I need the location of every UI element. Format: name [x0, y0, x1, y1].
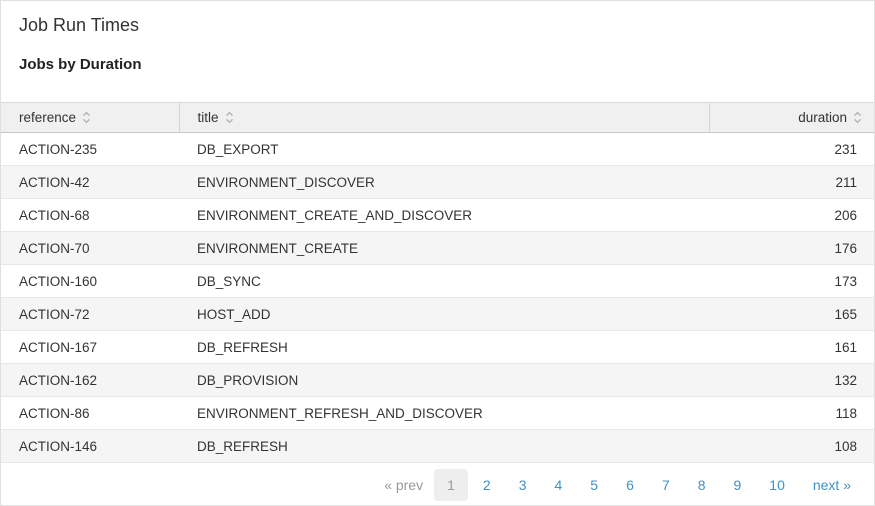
widget-subtitle: Jobs by Duration	[19, 56, 142, 73]
table-row: ACTION-68 ENVIRONMENT_CREATE_AND_DISCOVE…	[1, 198, 874, 232]
pagination-page-9[interactable]: 9	[733, 477, 742, 493]
cell-duration: 108	[709, 429, 874, 463]
pagination-page-8[interactable]: 8	[697, 477, 706, 493]
pagination-page-6[interactable]: 6	[626, 477, 634, 493]
table-row: ACTION-162 DB_PROVISION 132	[1, 363, 874, 397]
pagination-page-10[interactable]: 10	[769, 477, 785, 493]
column-header-duration[interactable]: duration	[708, 102, 874, 133]
sort-arrows-icon	[83, 111, 91, 124]
cell-duration: 206	[709, 198, 874, 232]
cell-duration: 176	[709, 231, 874, 265]
cell-reference: ACTION-70	[1, 231, 179, 265]
pagination-page-4[interactable]: 4	[554, 477, 563, 493]
table-header-row: reference title duration	[1, 102, 874, 133]
table-row: ACTION-235 DB_EXPORT 231	[1, 132, 874, 166]
pagination-page-3[interactable]: 3	[518, 477, 527, 493]
column-header-title[interactable]: title	[178, 102, 709, 133]
cell-duration: 231	[709, 132, 874, 166]
cell-reference: ACTION-72	[1, 297, 179, 331]
table-row: ACTION-86 ENVIRONMENT_REFRESH_AND_DISCOV…	[1, 396, 874, 430]
pagination-prev-button[interactable]: « prev	[384, 477, 424, 493]
cell-title: HOST_ADD	[179, 297, 709, 331]
table-row: ACTION-42 ENVIRONMENT_DISCOVER 211	[1, 165, 874, 199]
pagination-next-button[interactable]: next »	[812, 477, 851, 493]
cell-duration: 173	[709, 264, 874, 298]
cell-title: DB_REFRESH	[179, 330, 709, 364]
cell-reference: ACTION-167	[1, 330, 179, 364]
cell-reference: ACTION-146	[1, 429, 179, 463]
cell-title: DB_PROVISION	[179, 363, 709, 397]
column-header-duration-label: duration	[798, 110, 847, 125]
column-header-reference[interactable]: reference	[1, 102, 179, 133]
cell-duration: 118	[709, 396, 874, 430]
cell-reference: ACTION-235	[1, 132, 179, 166]
cell-title: DB_REFRESH	[179, 429, 709, 463]
jobs-table: reference title duration ACTION-235 DB_E…	[1, 102, 874, 463]
cell-reference: ACTION-68	[1, 198, 179, 232]
table-row: ACTION-72 HOST_ADD 165	[1, 297, 874, 331]
pagination: « prev 1 2 3 4 5 6 7 8 9 10 next »	[1, 463, 874, 505]
pagination-page-1[interactable]: 1	[434, 469, 468, 501]
cell-title: DB_SYNC	[179, 264, 709, 298]
cell-duration: 132	[709, 363, 874, 397]
cell-reference: ACTION-160	[1, 264, 179, 298]
table-row: ACTION-146 DB_REFRESH 108	[1, 429, 874, 463]
table-row: ACTION-167 DB_REFRESH 161	[1, 330, 874, 364]
sort-arrows-icon	[225, 111, 233, 124]
cell-title: ENVIRONMENT_CREATE_AND_DISCOVER	[179, 198, 709, 232]
column-header-title-label: title	[197, 110, 219, 125]
page-title: Job Run Times	[19, 15, 140, 35]
cell-reference: ACTION-42	[1, 165, 179, 199]
pagination-page-2[interactable]: 2	[482, 477, 491, 493]
cell-title: DB_EXPORT	[179, 132, 709, 166]
pagination-page-7[interactable]: 7	[661, 477, 670, 493]
cell-reference: ACTION-162	[1, 363, 179, 397]
cell-duration: 165	[709, 297, 874, 331]
sort-arrows-icon	[854, 111, 861, 124]
table-row: ACTION-160 DB_SYNC 173	[1, 264, 874, 298]
cell-title: ENVIRONMENT_REFRESH_AND_DISCOVER	[179, 396, 709, 430]
column-header-reference-label: reference	[19, 110, 77, 125]
table-row: ACTION-70 ENVIRONMENT_CREATE 176	[1, 231, 874, 265]
pagination-page-5[interactable]: 5	[590, 477, 599, 493]
cell-title: ENVIRONMENT_DISCOVER	[179, 165, 709, 199]
cell-reference: ACTION-86	[1, 396, 179, 430]
cell-title: ENVIRONMENT_CREATE	[179, 231, 709, 265]
cell-duration: 161	[709, 330, 874, 364]
cell-duration: 211	[709, 165, 874, 199]
